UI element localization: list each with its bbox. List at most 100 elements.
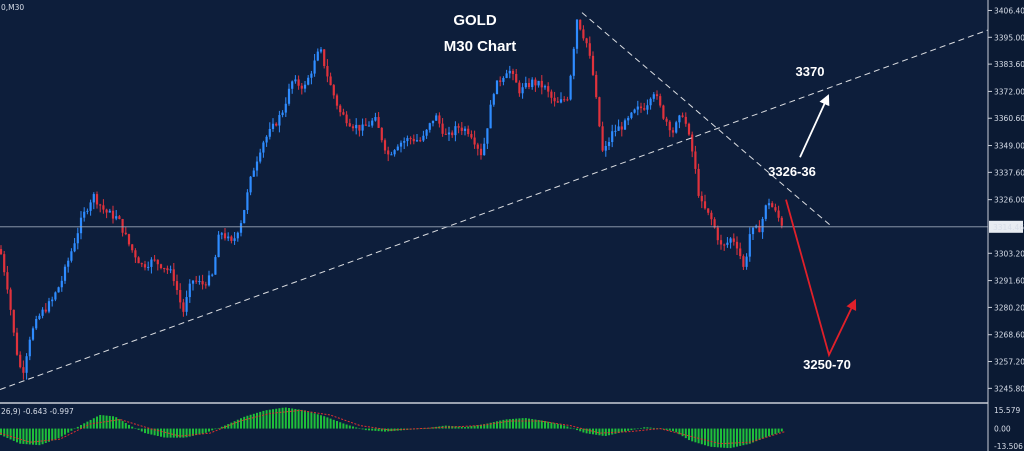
histogram-bar: [80, 425, 82, 429]
histogram-bar: [774, 428, 777, 435]
bear-candle: [780, 217, 783, 226]
histogram-bar: [531, 419, 534, 429]
histogram-bar: [41, 428, 44, 445]
bear-candle: [329, 76, 332, 86]
bear-candle: [195, 280, 198, 282]
histogram-bar: [678, 428, 681, 435]
histogram-bar: [323, 416, 326, 429]
histogram-bar: [371, 428, 374, 431]
histogram-bar: [332, 419, 335, 429]
bull-candle: [633, 109, 636, 113]
bear-candle: [739, 248, 742, 257]
histogram-bar: [569, 427, 572, 429]
histogram-bar: [739, 428, 742, 446]
bull-candle: [259, 152, 262, 162]
bull-candle: [502, 77, 505, 82]
bear-candle: [671, 130, 675, 133]
histogram-bar: [22, 428, 25, 444]
histogram-bar: [361, 428, 364, 430]
trendlines: [0, 12, 1011, 390]
histogram-bar: [249, 414, 252, 429]
histogram-bar: [521, 418, 524, 429]
histogram-bar: [550, 422, 553, 429]
bear-candle: [143, 264, 147, 268]
histogram-bar: [499, 420, 502, 429]
histogram-bar: [185, 428, 188, 438]
bull-candle: [543, 86, 547, 88]
bull-candle: [57, 287, 60, 293]
histogram-bar: [460, 426, 463, 429]
bull-candle: [255, 161, 259, 171]
histogram-bar: [224, 425, 226, 429]
bull-candle: [115, 216, 118, 219]
histogram-bar: [595, 428, 598, 435]
bear-candle: [111, 210, 115, 219]
bull-candle: [265, 136, 268, 143]
bear-candle: [518, 82, 521, 94]
histogram-bar: [688, 428, 690, 441]
histogram-bar: [236, 419, 239, 429]
bear-candle: [166, 268, 169, 271]
bear-candle: [774, 207, 777, 211]
bear-candle: [579, 19, 582, 30]
bull-candle: [60, 280, 63, 288]
bull-candle: [236, 232, 239, 239]
oscillator-axis-ticks: 15.579 0.00 -13.506: [994, 406, 1023, 451]
bear-candle: [364, 124, 367, 126]
histogram-bar: [547, 421, 550, 429]
bear-candle: [134, 250, 137, 258]
histogram-bar: [697, 428, 700, 444]
annotation-label: 3250-70: [803, 357, 851, 372]
histogram-bar: [729, 428, 732, 449]
bear-candle: [444, 133, 447, 135]
oscillator-pane: [0, 407, 786, 449]
bear-candle: [691, 134, 694, 152]
bull-candle: [415, 140, 419, 142]
bear-candle: [742, 256, 745, 267]
bull-candle: [422, 135, 425, 141]
histogram-bar: [281, 407, 284, 429]
bear-candle: [412, 138, 415, 142]
oscillator-tick-label: 15.579: [994, 406, 1020, 415]
histogram-bar: [0, 428, 2, 436]
price-tick-label: 3245.80: [994, 384, 1024, 393]
histogram-bar: [592, 428, 594, 435]
bull-candle: [268, 128, 271, 137]
histogram-bar: [166, 428, 169, 438]
bear-candle: [694, 151, 697, 169]
bear-candle: [118, 216, 121, 220]
bull-candle: [76, 233, 79, 244]
histogram-bar: [352, 426, 354, 429]
histogram-bar: [48, 428, 50, 442]
histogram-bar: [540, 420, 543, 429]
histogram-bar: [422, 428, 425, 430]
histogram-bar: [636, 428, 639, 430]
bear-candle: [563, 99, 566, 101]
bull-candle: [147, 266, 150, 268]
bear-candle: [348, 123, 351, 127]
price-tick-label: 3268.60: [994, 331, 1024, 340]
bear-candle: [777, 210, 780, 218]
bull-candle: [227, 236, 230, 239]
oscillator-tick-label: 0.00: [994, 425, 1011, 434]
bear-candle: [163, 268, 166, 270]
histogram-bar: [608, 428, 610, 436]
bear-candle: [140, 263, 143, 265]
histogram-bar: [614, 428, 617, 434]
histogram-bar: [668, 428, 671, 431]
histogram-bar: [604, 428, 607, 436]
bull-candle: [508, 70, 511, 74]
histogram-bar: [195, 428, 198, 436]
histogram-bar: [211, 428, 214, 431]
bull-candle: [291, 81, 294, 89]
bull-candle: [169, 269, 172, 271]
histogram-bar: [620, 428, 623, 433]
histogram-bar: [128, 424, 130, 429]
histogram-bar: [368, 428, 370, 431]
bear-candle: [620, 126, 623, 130]
histogram-bar: [160, 428, 162, 437]
bear-candle: [351, 126, 355, 129]
bear-candle: [716, 227, 719, 241]
bull-candle: [310, 73, 313, 78]
histogram-bar: [124, 423, 127, 429]
